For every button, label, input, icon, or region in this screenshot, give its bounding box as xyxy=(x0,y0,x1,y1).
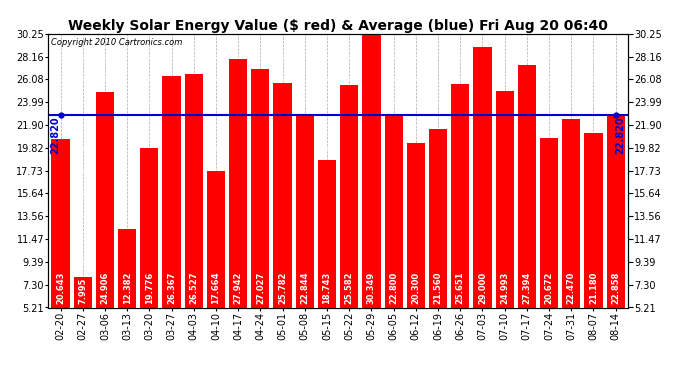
Text: 19.776: 19.776 xyxy=(145,272,154,304)
Text: 20.643: 20.643 xyxy=(56,272,65,304)
Text: Copyright 2010 Cartronics.com: Copyright 2010 Cartronics.com xyxy=(51,38,183,47)
Bar xyxy=(384,115,403,308)
Bar xyxy=(140,148,159,308)
Bar xyxy=(273,82,292,308)
Text: 22.820: 22.820 xyxy=(615,117,626,154)
Bar xyxy=(429,129,447,308)
Text: 20.672: 20.672 xyxy=(544,272,553,304)
Bar xyxy=(251,69,270,308)
Text: 18.743: 18.743 xyxy=(322,272,331,304)
Bar xyxy=(451,84,469,308)
Title: Weekly Solar Energy Value ($ red) & Average (blue) Fri Aug 20 06:40: Weekly Solar Energy Value ($ red) & Aver… xyxy=(68,19,608,33)
Bar xyxy=(74,277,92,308)
Bar xyxy=(362,33,380,308)
Bar xyxy=(562,119,580,308)
Bar xyxy=(52,139,70,308)
Text: 21.180: 21.180 xyxy=(589,272,598,304)
Text: 27.027: 27.027 xyxy=(256,272,265,304)
Text: 25.782: 25.782 xyxy=(278,272,287,304)
Bar xyxy=(229,59,247,308)
Text: 22.844: 22.844 xyxy=(300,272,309,304)
Bar xyxy=(296,115,314,308)
Bar xyxy=(318,159,336,308)
Text: 27.394: 27.394 xyxy=(522,272,531,304)
Bar xyxy=(495,91,514,308)
Text: 24.993: 24.993 xyxy=(500,272,509,304)
Text: 17.664: 17.664 xyxy=(211,272,221,304)
Text: 26.527: 26.527 xyxy=(189,272,198,304)
Bar xyxy=(406,142,425,308)
Bar xyxy=(118,229,136,308)
Bar xyxy=(207,171,225,308)
Text: 26.367: 26.367 xyxy=(167,272,176,304)
Text: 12.382: 12.382 xyxy=(123,272,132,304)
Bar xyxy=(584,133,602,308)
Text: 22.820: 22.820 xyxy=(50,117,61,154)
Text: 30.349: 30.349 xyxy=(367,272,376,304)
Bar xyxy=(340,85,358,308)
Bar xyxy=(540,138,558,308)
Text: 29.000: 29.000 xyxy=(478,272,487,304)
Bar xyxy=(96,92,114,308)
Text: 24.906: 24.906 xyxy=(101,272,110,304)
Text: 22.858: 22.858 xyxy=(611,272,620,304)
Text: 22.470: 22.470 xyxy=(566,272,575,304)
Bar xyxy=(162,76,181,308)
Bar xyxy=(607,115,624,308)
Text: 21.560: 21.560 xyxy=(433,272,442,304)
Text: 25.582: 25.582 xyxy=(345,272,354,304)
Text: 22.800: 22.800 xyxy=(389,272,398,304)
Bar xyxy=(185,75,203,308)
Bar xyxy=(518,65,536,308)
Bar xyxy=(473,47,491,308)
Text: 7.995: 7.995 xyxy=(78,278,87,304)
Text: 20.300: 20.300 xyxy=(411,272,420,304)
Text: 25.651: 25.651 xyxy=(455,272,465,304)
Text: 27.942: 27.942 xyxy=(234,272,243,304)
